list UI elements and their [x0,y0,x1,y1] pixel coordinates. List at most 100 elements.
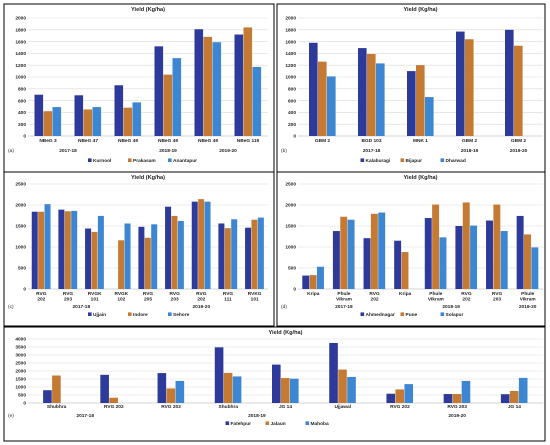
bar-sehore [204,201,211,289]
x-tick-label: GBM 2 [511,138,527,144]
legend-swatch [360,312,365,316]
x-tick-label: 101 [91,297,99,303]
bar-indore [251,219,258,289]
x-tick-label: NBeG 49 [118,138,138,144]
legend-swatch [265,421,270,425]
x-tick-label: RVG [143,291,154,297]
bar-mahoba [404,384,414,403]
legend-label: Ujjain [93,312,106,318]
legend-label: Indore [133,312,148,318]
y-tick-label: 600 [288,98,296,104]
y-tick-label: 1000 [15,75,26,81]
panel-label: (d) [281,304,287,310]
bar-kalaburagi [309,42,318,136]
y-tick-label: 1500 [15,377,26,383]
bar-fatehpur [500,394,510,403]
x-tick-label: RVG 203 [447,404,467,410]
chart-title: Yield (Kg/ha) [269,330,303,336]
legend-label: Dharwad [446,158,466,164]
x-tick-label: Vikram [520,297,536,303]
legend-label: Kalaburagi [366,158,391,164]
x-tick-label: JG 14 [279,404,292,410]
x-tick-label: 202 [37,297,45,303]
y-tick-label: 800 [288,87,296,93]
bar-pune [493,204,501,289]
x-tick-label: RVG 202 [390,404,410,410]
y-tick-label: 1500 [285,224,296,230]
bar-pune [432,204,440,289]
bar-ahmednagar [302,275,310,289]
legend-label: Jalaun [271,421,286,427]
x-tick-label: RVG [461,291,472,297]
bar-solapur [439,237,447,289]
y-tick-label: 2500 [15,361,26,367]
bar-kurnool [74,95,84,136]
x-tick-label: JG 14 [508,404,521,410]
legend-swatch [88,312,92,316]
x-tick-label: 101 [251,297,259,303]
bar-prakasam [83,109,93,136]
chart-panel-5: Yield (Kg/ha) 0 500 1000 1500 2000 2500 3000 350… [3,326,546,442]
bar-pune [524,234,531,289]
bar-solapur [500,231,508,289]
legend-swatch [225,421,230,425]
y-tick-label: 0 [293,134,296,140]
legend-label: Sehore [173,312,190,318]
panel-label: (a) [8,148,14,154]
y-tick-label: 0 [23,287,26,293]
bar-anantapur [172,58,182,137]
y-tick-label: 400 [18,110,26,116]
legend-label: Bijapur [406,158,423,164]
bar-ahmednagar [516,215,524,289]
bar-dharwad [327,76,336,136]
y-tick-label: 0 [293,287,296,293]
year-group-label: 2019-20 [193,304,211,310]
x-tick-label: 203 [64,297,72,303]
x-tick-label: NBeG 3 [39,138,57,144]
bar-fatehpur [272,364,281,403]
x-tick-label: 205 [144,297,152,303]
bar-fatehpur [214,347,224,403]
bar-mahoba [290,378,299,403]
bar-anantapur [132,102,142,136]
chart-panel-3: Yield (Kg/ha)05001000150020002500RVG202R… [3,171,275,327]
legend-label: Anantapur [173,158,197,164]
x-tick-label: RVG [492,291,503,297]
bar-prakasam [203,36,213,136]
y-tick-label: 1500 [15,224,26,230]
y-tick-label: 3000 [15,353,26,359]
y-tick-label: 500 [18,393,26,399]
legend-swatch [168,158,172,162]
bar-indore [198,199,205,289]
y-tick-label: 1000 [285,245,296,251]
bar-prakasam [163,74,173,136]
bar-jalaun [109,397,118,403]
y-tick-label: 1800 [15,28,26,34]
legend-swatch [305,421,310,425]
x-tick-label: BGD 103 [362,138,382,144]
y-tick-label: 2000 [15,16,26,22]
y-tick-label: 200 [18,122,26,128]
bar-mahoba [347,376,356,403]
bar-bijapur [318,61,327,136]
x-tick-label: RVKG [248,291,262,297]
bar-prakasam [43,111,53,136]
x-tick-label: Phule [337,291,350,297]
y-tick-label: 0 [23,134,26,140]
bar-ujjain [191,201,198,289]
bar-kalaburagi [358,48,367,137]
bar-ahmednagar [363,238,371,289]
bar-mahoba [518,377,528,403]
legend-label: Pune [406,312,418,318]
chart-panel-2: Yield (Kg/ha) 0 200 400 600 800 1000 1200 1400 16… [276,3,546,173]
year-group-label: 2017-18 [59,148,77,154]
bar-kalaburagi [505,29,514,136]
bar-indore [91,231,98,289]
legend-swatch [400,312,405,316]
bar-prakasam [123,107,133,136]
year-group-label: 2018-19 [248,413,266,419]
y-tick-label: 500 [288,266,296,272]
bar-fatehpur [329,343,338,403]
bar-ahmednagar [424,218,432,289]
x-tick-label: Phule [429,291,442,297]
